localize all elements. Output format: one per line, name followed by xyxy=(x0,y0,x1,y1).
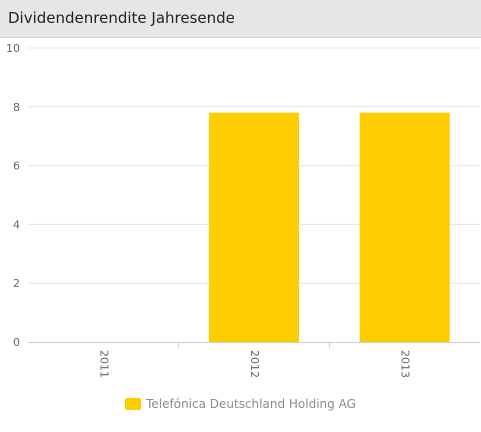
bar-chart: 0 2 4 6 8 10 2011 2012 2013 xyxy=(6,42,480,378)
y-tick-label: 8 xyxy=(13,101,20,114)
legend-swatch xyxy=(125,398,142,410)
y-tick-label: 2 xyxy=(13,277,20,290)
x-tick-label: 2011 xyxy=(97,350,110,378)
chart-legend[interactable]: Telefónica Deutschland Holding AG xyxy=(0,395,481,413)
y-tick-label: 10 xyxy=(6,42,20,55)
x-tick-label: 2012 xyxy=(248,350,261,378)
y-axis-tick-labels: 0 2 4 6 8 10 xyxy=(6,42,20,349)
legend-label: Telefónica Deutschland Holding AG xyxy=(146,397,356,411)
y-tick-label: 6 xyxy=(13,160,20,173)
y-tick-label: 0 xyxy=(13,336,20,349)
chart-header: Dividendenrendite Jahresende xyxy=(0,0,481,38)
bar-2013[interactable] xyxy=(359,112,450,343)
bar-2012[interactable] xyxy=(209,112,299,343)
y-tick-label: 4 xyxy=(13,218,20,231)
x-axis: 2011 2012 2013 xyxy=(28,342,480,378)
x-tick-label: 2013 xyxy=(399,350,412,378)
chart-title: Dividendenrendite Jahresende xyxy=(8,9,235,27)
bars xyxy=(209,112,450,343)
